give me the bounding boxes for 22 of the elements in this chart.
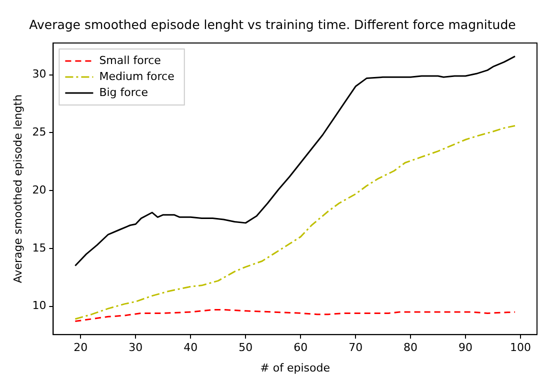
y-tick-label: 15 xyxy=(32,241,46,254)
y-tick-label: 10 xyxy=(32,299,46,312)
x-tick-label: 50 xyxy=(238,341,253,354)
x-tick-label: 30 xyxy=(128,341,143,354)
y-axis-title: Average smoothed episode length xyxy=(11,94,24,284)
line-series xyxy=(74,124,516,320)
x-tick-label: 70 xyxy=(348,341,363,354)
x-tick-label: 40 xyxy=(184,341,198,354)
legend-label: Big force xyxy=(99,86,148,99)
x-tick-label: 100 xyxy=(510,341,532,354)
chart-title: Average smoothed episode lenght vs training time. Different force magnitude xyxy=(29,16,516,32)
y-tick-label: 25 xyxy=(32,126,46,139)
legend-label: Medium force xyxy=(99,70,175,83)
x-tick-label: 80 xyxy=(404,341,418,354)
x-tick-label: 60 xyxy=(294,341,308,354)
x-axis-title: # of episode xyxy=(260,361,330,374)
line-series xyxy=(74,308,516,322)
y-tick-label: 20 xyxy=(32,183,46,196)
legend-label: Small force xyxy=(99,54,162,67)
y-tick-label: 30 xyxy=(32,68,46,81)
x-tick-label: 20 xyxy=(74,341,88,354)
x-tick-label: 90 xyxy=(458,341,473,354)
